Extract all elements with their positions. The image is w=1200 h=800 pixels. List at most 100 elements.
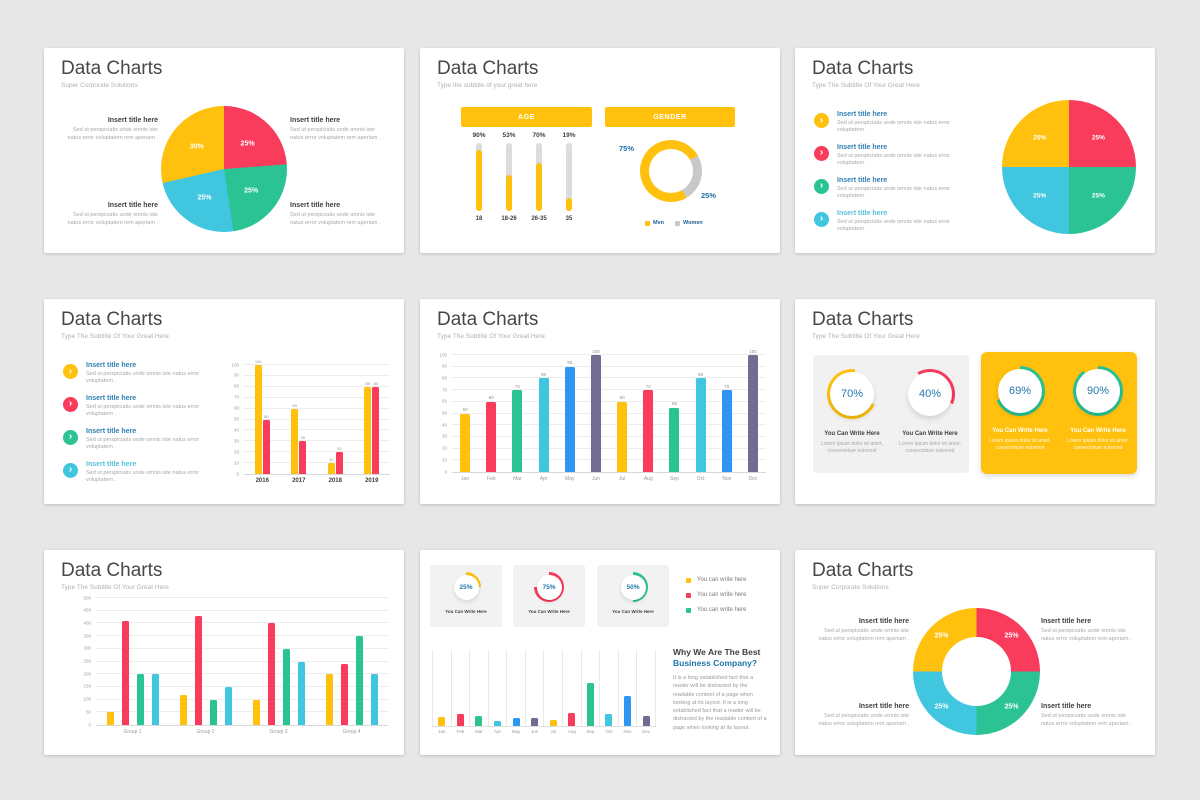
slide-3-thumbnail[interactable]: Data Charts Type The Subtitle Of Your Gr…: [795, 48, 1155, 253]
bar-stack: [494, 650, 502, 726]
y-axis-label: 30: [233, 438, 239, 444]
gridline: [452, 435, 766, 437]
text-block-body: Sed ut perspiciatis unde omnis iste natu…: [818, 628, 909, 642]
slide-subtitle: Type The Subtitle Of Your Great Here: [812, 333, 920, 340]
bar-column: 100 Jun: [583, 349, 609, 482]
bar-stack: [151, 598, 159, 725]
slide-4-thumbnail[interactable]: Data Charts Type The Subtitle Of Your Gr…: [44, 299, 404, 504]
bar: [586, 682, 594, 726]
slide-6-thumbnail[interactable]: Data Charts Type The Subtitle Of Your Gr…: [795, 299, 1155, 504]
chevron-icon: ›: [814, 145, 829, 161]
bar: [254, 365, 262, 474]
pie-slice-label: 25%: [244, 187, 259, 195]
donut-chart: 25% 25% 25% 25%: [913, 608, 1040, 735]
gridline: [96, 609, 388, 611]
bar-stack: 50: [460, 355, 471, 472]
stat-label: You Can Write Here: [1070, 428, 1126, 434]
why-paragraph: It is a long established fact that a rea…: [673, 675, 767, 731]
text-block-body: Sed ut perspiciatis unde omnis iste natu…: [1041, 628, 1132, 642]
bar-column: 80 Oct: [688, 355, 714, 482]
list-item-title: Insert title here: [837, 209, 888, 217]
bar-column: Group 4: [315, 598, 388, 735]
ring-stat-card: 25% You Can Write Here: [430, 565, 502, 627]
gridline: [96, 685, 388, 687]
gridline: [244, 364, 390, 365]
gridline: [96, 673, 388, 675]
y-axis-label: 10: [233, 459, 239, 465]
x-axis-label: May: [565, 476, 575, 482]
legend-label-men: Men: [653, 220, 664, 226]
gridline: [244, 407, 390, 409]
list-item-title: Insert title here: [837, 176, 888, 184]
bar-group: 70: [643, 355, 654, 472]
list-item-text: Insert title here Sed ut perspiciatis un…: [86, 461, 208, 485]
bar-group: 100 50: [254, 360, 270, 474]
text-block-title: Insert title here: [290, 117, 341, 124]
progress-ring-center: 40%: [908, 372, 952, 416]
y-axis-label: 20: [441, 445, 447, 451]
progress-value: 50%: [626, 583, 640, 591]
age-bar-track: [476, 143, 482, 211]
bar-column: Jul: [543, 650, 562, 734]
bar-value-label: 70: [645, 383, 651, 389]
bar-column: 80 80 2019: [354, 365, 391, 484]
gridline: [96, 597, 388, 598]
slide-title: Data Charts: [61, 58, 163, 79]
bar-stack: [224, 598, 232, 725]
bar-column: 60 Jul: [609, 355, 635, 482]
age-bar-fill: [566, 198, 572, 211]
bar-stack: 80: [538, 355, 549, 472]
bar-group: [494, 650, 502, 726]
stat-body: Lorem ipsum dolor sit amet, consectetuer…: [821, 441, 883, 454]
bar: [282, 648, 290, 725]
x-axis-label: Apr: [494, 729, 502, 734]
bar-column: Aug: [562, 650, 581, 734]
y-axis-label: 50: [233, 416, 239, 422]
y-axis-label: 450: [83, 607, 91, 613]
legend-item: You can write here: [686, 577, 746, 583]
text-block: Insert title here Sed ut perspiciatis un…: [1041, 618, 1139, 643]
progress-ring: 25%: [451, 572, 481, 602]
text-block-body: Sed ut perspiciatis unde omnis iste natu…: [818, 713, 909, 727]
slide-7-thumbnail[interactable]: Data Charts Type The Subtitle Of Your Gr…: [44, 550, 404, 755]
list-item-body: Sed ut perspiciatis unde omnis iste natu…: [86, 371, 200, 385]
bar-stack: 60: [486, 355, 497, 472]
gridline: [452, 389, 766, 391]
pie-slice-label: 25%: [1033, 192, 1047, 200]
bar-stack: [475, 650, 483, 726]
list-item-text: Insert title here Sed ut perspiciatis un…: [837, 210, 959, 234]
donut-label-men: 75%: [618, 144, 634, 153]
bar-stack: [586, 650, 594, 726]
slide-2-thumbnail[interactable]: Data Charts Type the subtitle of your gr…: [420, 48, 780, 253]
bar-stack: [267, 598, 275, 725]
slide-5-thumbnail[interactable]: Data Charts Type The Subtitle Of Your Gr…: [420, 299, 780, 504]
slide-8-thumbnail[interactable]: 25% You Can Write Here 75% You Can Write…: [420, 550, 780, 755]
list-item: › Insert title here Sed ut perspiciatis …: [814, 111, 966, 135]
bar-column: 55 Sep: [661, 355, 687, 482]
bar-stack: [194, 598, 202, 725]
bar-stack: [531, 650, 539, 726]
bar-stack: 60: [291, 365, 299, 474]
bar-group: 80: [695, 355, 706, 472]
bar: [106, 712, 114, 725]
slide-subtitle: Super Corporate Solutions: [812, 584, 889, 591]
stat-card-yellow: 69% You Can Write Here Lorem ipsum dolor…: [981, 352, 1137, 474]
bar-columns: 50 Jan 60 Feb 70 Mar 80 Apr 90 May 100 Jun 60 Jul 70 Au…: [452, 349, 766, 482]
text-block-title: Insert title here: [290, 202, 341, 209]
age-bar: 19% 35: [554, 132, 584, 222]
x-axis-label: Jul: [550, 729, 557, 734]
y-axis-label: 250: [83, 658, 91, 664]
slide-1-thumbnail[interactable]: Data Charts Super Corporate Solutions 25…: [44, 48, 404, 253]
chart-plot: Jan Feb Mar Apr May Jun Jul Aug Sep Oct Nov Dec: [432, 650, 656, 734]
bar: [460, 413, 471, 472]
age-bar-track: [566, 143, 572, 211]
stat: 69% You Can Write Here Lorem ipsum dolor…: [981, 352, 1059, 474]
x-axis-label: Oct: [696, 476, 705, 482]
bar-value-label: 50: [264, 413, 269, 419]
bar: [267, 623, 275, 725]
bar-stack: [355, 598, 363, 725]
bar-value-label: 70: [724, 383, 730, 389]
slide-9-thumbnail[interactable]: Data Charts Super Corporate Solutions 25…: [795, 550, 1155, 755]
y-axis-label: 350: [83, 632, 91, 638]
progress-value: 90%: [1086, 385, 1110, 397]
